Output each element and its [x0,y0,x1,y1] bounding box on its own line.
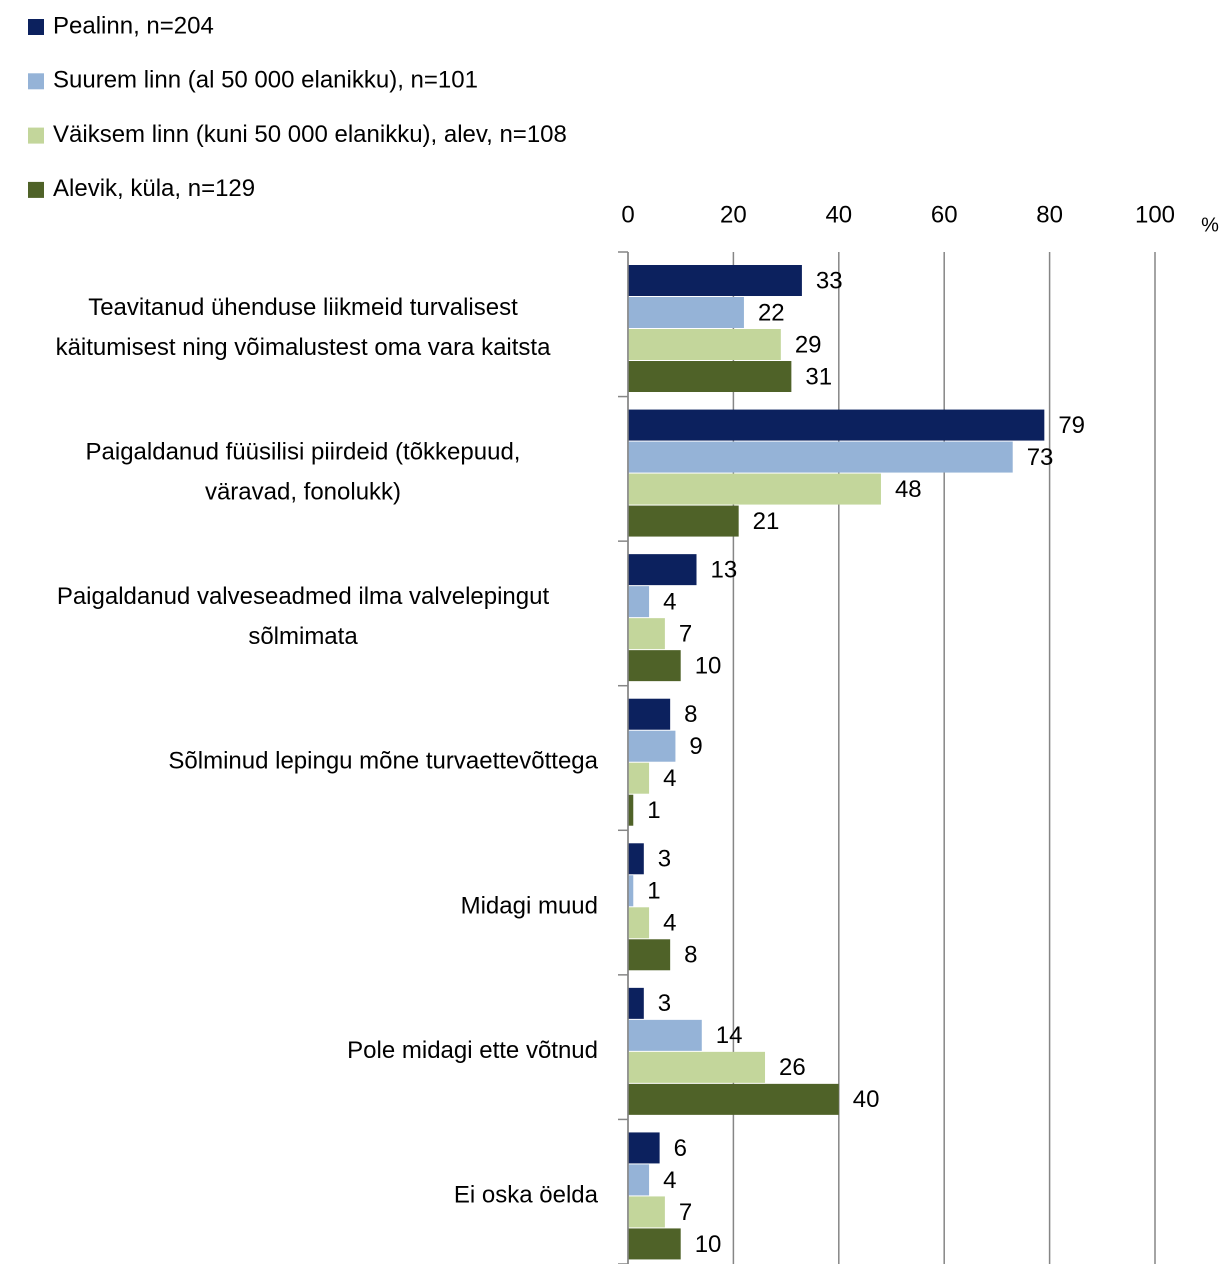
y-tick-label: Ei oska öelda [454,1182,599,1209]
bar [628,329,781,360]
y-tick-label: Paigaldanud valveseadmed ilma valvelepin… [57,583,550,650]
bar [628,297,744,328]
bar [628,907,650,939]
value-label: 40 [853,1086,880,1113]
value-label: 9 [689,733,702,760]
y-tick-label: Midagi muud [461,893,598,920]
value-label: 31 [805,363,832,390]
bar [628,1083,839,1115]
y-tick-label: Teavitanud ühenduse liikmeid turvalisest… [56,294,552,361]
unit-label: % [1201,214,1219,236]
bar [628,730,676,762]
bar [628,473,881,505]
y-tick-label: Pole midagi ette võtnud [347,1037,598,1064]
bar [628,1051,766,1083]
x-tick-label: 60 [931,201,958,228]
legend-label: Pealinn, n=204 [53,12,214,39]
value-label: 21 [753,508,780,535]
bar [628,1196,665,1228]
bar [628,1228,681,1260]
bar [628,361,792,392]
x-tick-label: 80 [1036,201,1063,228]
y-tick-label: Paigaldanud füüsilisi piirdeid (tõkkepuu… [86,439,521,506]
x-tick-label: 40 [825,201,852,228]
value-label: 10 [695,652,722,679]
x-tick-label: 0 [621,201,634,228]
bar [628,441,1013,473]
value-label: 14 [716,1022,743,1049]
value-label: 7 [679,1199,692,1226]
bar [628,762,650,794]
value-label: 7 [679,620,692,647]
value-label: 29 [795,331,822,358]
value-label: 13 [711,556,738,583]
value-label: 4 [663,1167,676,1194]
value-label: 79 [1058,412,1085,439]
bar [628,1132,660,1164]
y-tick-label: Sõlminud lepingu mõne turvaettevõttega [168,748,598,775]
value-label: 73 [1027,444,1054,471]
legend-swatch [28,19,44,35]
bar [628,1019,702,1051]
legend-label: Suurem linn (al 50 000 elanikku), n=101 [53,67,478,94]
bar [628,265,802,296]
value-label: 4 [663,765,676,792]
legend-label: Väiksem linn (kuni 50 000 elanikku), ale… [53,121,567,148]
value-label: 33 [816,267,843,294]
bar [628,794,634,826]
legend-label: Alevik, küla, n=129 [53,175,255,202]
bar [628,939,671,971]
legend-swatch [28,127,44,144]
bar [628,987,644,1019]
value-label: 4 [663,910,676,937]
bar [628,843,644,875]
x-tick-label: 100 [1135,201,1175,228]
value-label: 10 [695,1231,722,1258]
value-label: 8 [684,942,697,969]
value-label: 3 [658,990,671,1017]
value-label: 1 [647,878,660,905]
legend-swatch [28,181,44,198]
bar [628,698,671,730]
bar [628,586,650,618]
legend-swatch [28,73,44,90]
value-label: 6 [674,1135,687,1162]
bar [628,618,665,650]
bar [628,409,1045,441]
value-label: 4 [663,588,676,615]
bar [628,505,739,537]
bar [628,650,681,682]
x-tick-label: 20 [720,201,747,228]
value-label: 8 [684,701,697,728]
value-label: 1 [647,797,660,824]
value-label: 22 [758,299,785,326]
value-label: 48 [895,476,922,503]
value-label: 26 [779,1054,806,1081]
bar [628,1164,650,1196]
bar [628,875,634,907]
bar [628,554,697,586]
value-label: 3 [658,846,671,873]
